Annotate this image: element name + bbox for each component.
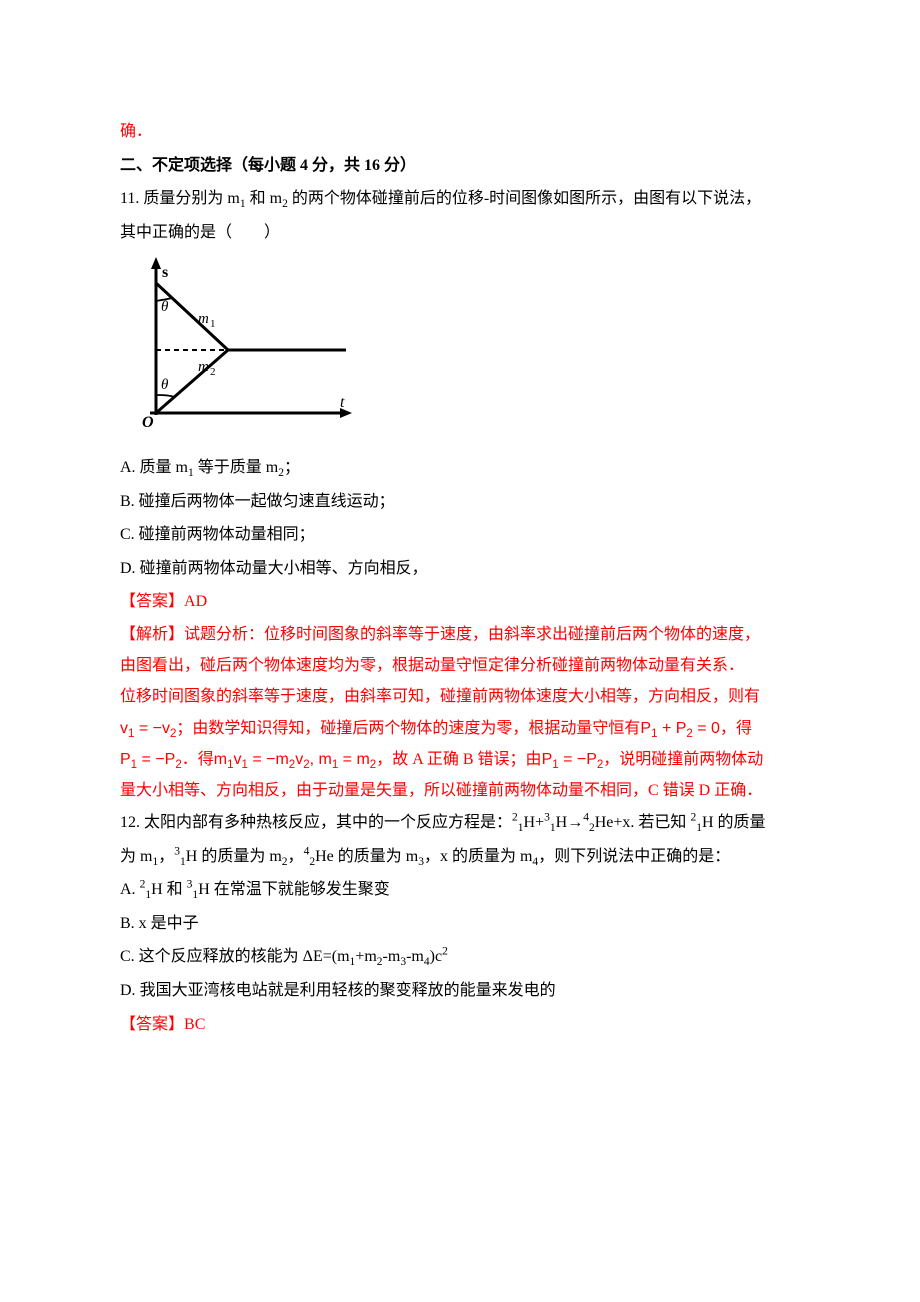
eq-p1-negp2-a: P1 = −P2 (120, 751, 182, 768)
q11-option-D-text: 碰撞前两物体动量大小相等、方向相反， (140, 560, 428, 577)
displacement-time-graph: s θ θ m 1 m 2 t O (128, 255, 358, 430)
q11-option-A: A. 质量 m1 等于质量 m2； (120, 451, 800, 485)
q11-expl-l5-m1: ．得 (182, 751, 214, 768)
section-heading: 二、不定项选择（每小题 4 分，共 16 分） (120, 149, 800, 183)
eq-p1p2-0: P1 + P2 = 0 (640, 720, 720, 737)
q11-expl-l4: v1 = −v2；由数学知识得知，碰撞后两个物体的速度为零，根据动量守恒有P1 … (120, 713, 800, 744)
q12-stem-line1: 12. 太阳内部有多种热核反应，其中的一个反应方程是：21H+31H→42He+… (120, 806, 800, 840)
answer-label: 【答案】 (120, 593, 184, 610)
q11-expl-l5-tail: ，说明碰撞前两物体动 (603, 751, 763, 768)
svg-text:m: m (198, 359, 209, 375)
q11-expl-l2: 由图看出，碰后两个物体速度均为零，根据动量守恒定律分析碰撞前两物体动量有关系． (120, 650, 800, 681)
svg-text:2: 2 (210, 366, 216, 378)
q11-option-C: C. 碰撞前两物体动量相同； (120, 518, 800, 552)
svg-text:s: s (162, 264, 168, 281)
q12-number: 12. (120, 814, 140, 831)
svg-text:θ: θ (161, 299, 169, 315)
q12-stem-line2: 为 m1，31H 的质量为 m2，42He 的质量为 m3，x 的质量为 m4，… (120, 840, 800, 874)
q12-option-B-text: x 是中子 (139, 915, 199, 932)
q11-option-C-text: 碰撞前两物体动量相同； (139, 526, 315, 543)
q12-option-A: A. 21H 和 31H 在常温下就能够发生聚变 (120, 873, 800, 907)
q11-expl-l5: P1 = −P2．得m1v1 = −m2v2, m1 = m2，故 A 正确 B… (120, 744, 800, 775)
q12-option-C: C. 这个反应释放的核能为 ΔE=(m1+m2-m3-m4)c2 (120, 940, 800, 974)
svg-text:m: m (198, 311, 209, 327)
q12-option-B: B. x 是中子 (120, 907, 800, 941)
answer-label: 【答案】 (120, 1016, 184, 1033)
exam-page: 确． 二、不定项选择（每小题 4 分，共 16 分） 11. 质量分别为 m1 … (0, 0, 920, 1302)
q12: 12. 太阳内部有多种热核反应，其中的一个反应方程是：21H+31H→42He+… (120, 806, 800, 1041)
q11-expl-l3: 位移时间图象的斜率等于速度，由斜率可知，碰撞前两物体速度大小相等，方向相反，则有 (120, 681, 800, 712)
q12-option-D-text: 我国大亚湾核电站就是利用轻核的聚变释放的能量来发电的 (140, 982, 556, 999)
q11-stem-line1: 11. 质量分别为 m1 和 m2 的两个物体碰撞前后的位移-时间图像如图所示，… (120, 182, 800, 216)
eq-p1-negp2-b: P1 = −P2 (542, 751, 604, 768)
q11-figure: s θ θ m 1 m 2 t O (128, 255, 800, 443)
q11-expl-lead: 试题分析：位移时间图象的斜率等于速度，由斜率求出碰撞前后两个物体的速度， (184, 626, 760, 643)
q11-expl-l1: 【解析】试题分析：位移时间图象的斜率等于速度，由斜率求出碰撞前后两个物体的速度， (120, 619, 800, 650)
q11-expl-l5-m2: ，故 A 正确 B 错误；由 (376, 751, 541, 768)
q11-option-B-text: 碰撞后两物体一起做匀速直线运动； (139, 493, 395, 510)
eq-m1v1: m1v1 = −m2v2, m1 = m2 (214, 751, 376, 768)
q11-number: 11. (120, 190, 139, 207)
q11-option-D: D. 碰撞前两物体动量大小相等、方向相反， (120, 552, 800, 586)
q11-stem-line2: 其中正确的是（ ） (120, 216, 800, 250)
q11-option-B: B. 碰撞后两物体一起做匀速直线运动； (120, 485, 800, 519)
q11-answer: 【答案】AD (120, 585, 800, 619)
q11-expl-l4-tail: ，得 (720, 720, 752, 737)
q11-stem-text-1: 质量分别为 m1 和 m2 的两个物体碰撞前后的位移-时间图像如图所示，由图有以… (143, 190, 761, 207)
svg-text:θ: θ (161, 377, 169, 393)
q12-stem-text-1: 太阳内部有多种热核反应，其中的一个反应方程是：21H+31H→42He+x. 若… (144, 814, 766, 831)
svg-text:1: 1 (210, 318, 216, 330)
q11-answer-value: AD (184, 593, 207, 610)
q12-answer-value: BC (184, 1016, 205, 1033)
explain-label: 【解析】 (120, 626, 184, 643)
q11: 11. 质量分别为 m1 和 m2 的两个物体碰撞前后的位移-时间图像如图所示，… (120, 182, 800, 806)
q11-expl-l6: 量大小相等、方向相反，由于动量是矢量，所以碰撞前两物体动量不相同，C 错误 D … (120, 775, 800, 806)
prev-answer-tail: 确． (120, 115, 800, 149)
eq-v1v2: v1 = −v2； (120, 720, 192, 737)
q11-expl-l4-mid: 由数学知识得知，碰撞后两个物体的速度为零，根据动量守恒有 (192, 720, 640, 737)
q12-answer: 【答案】BC (120, 1008, 800, 1042)
q11-explanation: 【解析】试题分析：位移时间图象的斜率等于速度，由斜率求出碰撞前后两个物体的速度，… (120, 619, 800, 806)
q12-option-D: D. 我国大亚湾核电站就是利用轻核的聚变释放的能量来发电的 (120, 974, 800, 1008)
svg-text:O: O (142, 414, 154, 430)
svg-text:t: t (340, 394, 345, 411)
